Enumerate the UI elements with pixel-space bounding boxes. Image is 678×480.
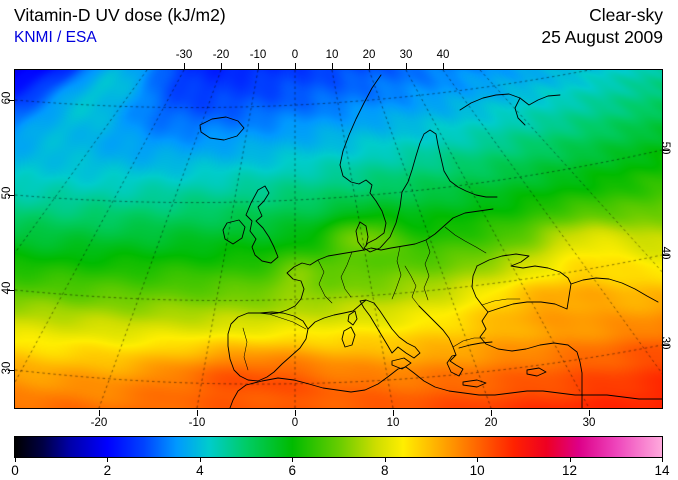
coastline-path <box>514 97 526 126</box>
coastline-overlay <box>199 74 662 408</box>
left-axis-tick-label: 40 <box>1 281 13 295</box>
coastline-path <box>307 299 367 330</box>
country-border-path <box>423 239 431 301</box>
bottom-axis-tick <box>196 410 198 416</box>
coastline-path <box>259 249 365 315</box>
coastline-path <box>479 311 583 408</box>
right-axis-tick <box>663 345 669 346</box>
bottom-axis-tick <box>295 410 296 416</box>
coastline-path <box>229 384 247 408</box>
credit-label: KNMI / ESA <box>14 29 97 46</box>
uv-field-canvas <box>15 70 662 408</box>
top-axis-tick-label: 0 <box>291 49 299 61</box>
left-axis-tick-label: 60 <box>1 91 13 105</box>
colorbar-tick <box>384 458 386 462</box>
coastline-path <box>459 93 561 111</box>
map-panel <box>14 69 663 409</box>
colorbar-tick-label: 4 <box>196 463 204 478</box>
coastline-path <box>458 341 493 349</box>
bottom-axis-tick-label: 20 <box>484 417 498 429</box>
colorbar-tick-label: 0 <box>11 463 19 478</box>
right-axis-tick <box>663 150 669 151</box>
colorbar-tick-label: 2 <box>103 463 112 478</box>
coastline-path <box>341 326 356 348</box>
top-axis-tick-label: -10 <box>249 49 267 61</box>
bottom-axis-tick-label: -10 <box>188 417 206 429</box>
coastline-path <box>245 366 662 400</box>
country-border-path <box>444 226 487 254</box>
left-axis-tick-label: 50 <box>1 186 13 200</box>
colorbar-tick <box>199 458 201 462</box>
coastline-path <box>391 357 412 370</box>
coastline-path <box>245 185 279 264</box>
bottom-axis-tick-label: 0 <box>291 417 299 429</box>
coastline-path <box>222 219 246 245</box>
coastline-path <box>355 221 369 251</box>
top-axis-tick-label: -30 <box>175 49 193 61</box>
coastline-path <box>359 299 421 359</box>
coastline-path <box>462 379 487 388</box>
coastline-path <box>471 265 489 313</box>
bottom-axis-tick <box>98 410 100 416</box>
bottom-axis-tick <box>491 410 493 416</box>
colorbar-tick <box>15 458 16 462</box>
bottom-axis-tick <box>589 410 591 416</box>
coastline-path <box>446 354 464 377</box>
colorbar-tick-label: 10 <box>469 463 485 478</box>
coastline-path <box>199 116 245 141</box>
coastline-path <box>347 310 358 326</box>
colorbar-tick <box>107 458 109 462</box>
country-border-path <box>317 259 333 304</box>
country-border-path <box>391 246 402 300</box>
coastline-path <box>339 74 498 253</box>
bottom-axis-tick <box>393 410 394 416</box>
coastline-path <box>418 305 457 356</box>
top-axis-tick-label: 10 <box>325 49 339 61</box>
colorbar-tick-label: 8 <box>380 463 389 478</box>
colorbar-tick-label: 14 <box>654 463 670 478</box>
top-axis-tick-label: 20 <box>362 49 376 61</box>
colorbar <box>14 436 663 458</box>
country-border-path <box>404 265 420 307</box>
coastline-path <box>487 283 572 313</box>
coastline-path <box>476 253 572 285</box>
country-border-path <box>268 313 307 330</box>
bottom-axis-tick-label: 10 <box>386 417 400 429</box>
coastline-path <box>526 367 547 377</box>
country-border-path <box>242 327 249 371</box>
country-border-path <box>340 251 353 298</box>
condition-label: Clear-sky <box>589 5 663 25</box>
colorbar-tick <box>569 458 571 462</box>
colorbar-tick <box>477 458 479 462</box>
left-axis-tick-label: 30 <box>1 361 13 375</box>
country-border-path <box>452 337 486 348</box>
top-axis-tick-label: 30 <box>399 49 413 61</box>
coastline-path <box>227 311 309 382</box>
colorbar-tick-label: 6 <box>288 463 297 478</box>
date-label: 25 August 2009 <box>541 27 663 47</box>
colorbar-tick <box>662 458 663 462</box>
top-axis-tick-label: 40 <box>436 49 450 61</box>
bottom-axis-tick-label: 30 <box>582 417 596 429</box>
colorbar-tick-label: 12 <box>562 463 578 478</box>
right-axis-tick <box>663 255 669 256</box>
coastline-path <box>570 277 659 303</box>
colorbar-tick <box>292 458 294 462</box>
bottom-axis-tick-label: -20 <box>90 417 108 429</box>
country-border-path <box>481 298 521 306</box>
top-axis-tick-label: -20 <box>212 49 230 61</box>
page-title: Vitamin-D UV dose (kJ/m2) <box>14 5 226 25</box>
